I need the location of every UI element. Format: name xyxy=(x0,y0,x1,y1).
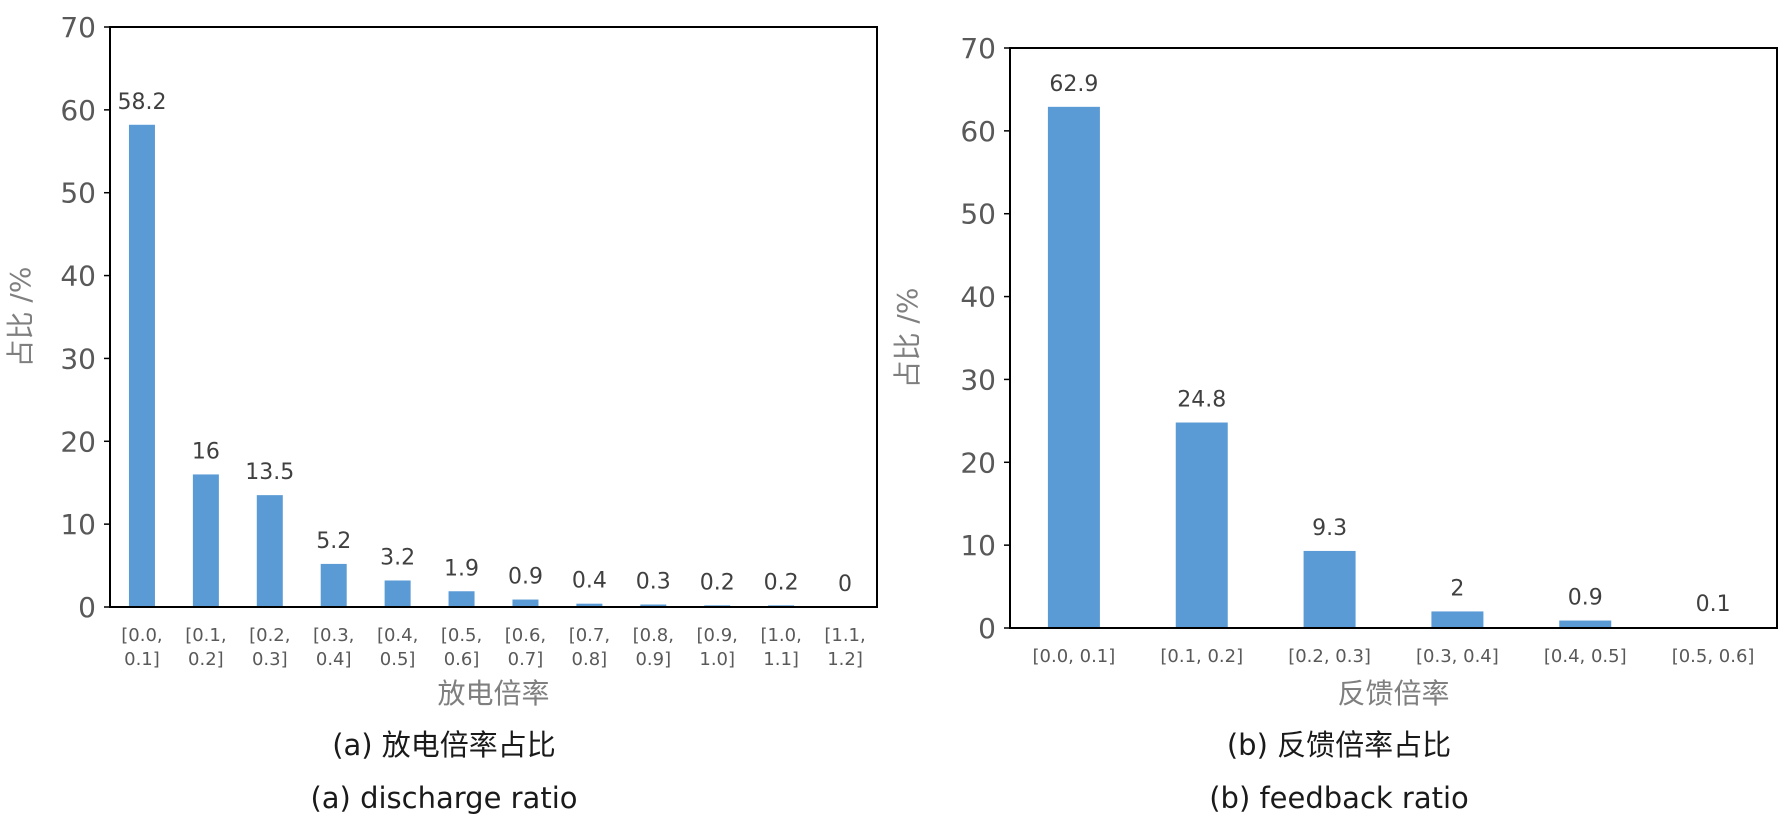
x-tick-label: [0.3, 0.4] xyxy=(1416,646,1499,667)
y-tick-label: 40 xyxy=(60,260,96,293)
x-tick-label: [0.3, 0.4] xyxy=(313,625,354,670)
data-label: 0.9 xyxy=(1568,586,1603,611)
caption-chinese: (a) 放电倍率占比 xyxy=(332,728,556,762)
y-tick-label: 30 xyxy=(960,363,996,396)
x-tick-label: [0.1, 0.2] xyxy=(1160,646,1243,667)
x-tick-label: [0.0, 0.1] xyxy=(1033,646,1116,667)
x-tick-label: [0.5, 0.6] xyxy=(441,625,482,670)
y-tick-label: 0 xyxy=(978,612,996,645)
bar xyxy=(512,599,539,607)
data-label: 3.2 xyxy=(380,545,415,570)
bar xyxy=(1303,550,1356,628)
data-label: 2 xyxy=(1450,576,1464,601)
caption-english: (a) discharge ratio xyxy=(310,781,577,815)
data-label: 0 xyxy=(838,572,852,597)
x-tick-label: [0.9, 1.0] xyxy=(697,625,738,670)
x-tick-label: [0.1, 0.2] xyxy=(185,625,226,670)
data-label: 58.2 xyxy=(117,90,166,115)
bar xyxy=(256,495,283,607)
y-tick-label: 20 xyxy=(60,425,96,458)
plot-frame xyxy=(1009,47,1778,629)
caption-english: (b) feedback ratio xyxy=(1209,781,1469,815)
y-tick-label: 0 xyxy=(78,591,96,624)
data-label: 0.2 xyxy=(700,570,735,595)
y-tick-label: 50 xyxy=(60,177,96,210)
bar xyxy=(384,580,411,607)
bar xyxy=(1047,106,1100,629)
y-tick-label: 10 xyxy=(960,529,996,562)
x-tick-label: [0.2, 0.3] xyxy=(249,625,290,670)
x-tick-label: [0.4, 0.5] xyxy=(1544,646,1627,667)
x-tick-label: [0.2, 0.3] xyxy=(1288,646,1371,667)
y-tick-label: 60 xyxy=(60,94,96,127)
data-label: 5.2 xyxy=(316,529,351,554)
bar xyxy=(128,124,155,608)
data-label: 24.8 xyxy=(1177,388,1226,413)
y-tick-label: 20 xyxy=(960,446,996,479)
y-tick-label: 10 xyxy=(60,508,96,541)
data-label: 62.9 xyxy=(1049,72,1098,97)
data-label: 9.3 xyxy=(1312,516,1347,541)
y-tick-label: 60 xyxy=(960,115,996,148)
x-tick-label: [0.5, 0.6] xyxy=(1672,646,1755,667)
x-axis-title: 反馈倍率 xyxy=(1337,677,1449,710)
chart-feedback-ratio: 0 10 20 30 40 50 60 70 62.9 [0.0, 0.1] 24.8 [0.1, 0… xyxy=(891,32,1778,815)
y-axis-title: 占比 /% xyxy=(891,288,924,389)
x-tick-label: [0.8, 0.9] xyxy=(633,625,674,670)
data-label: 0.1 xyxy=(1696,592,1731,617)
x-tick-label: [1.0, 1.1] xyxy=(760,625,801,670)
bar xyxy=(576,603,603,607)
y-tick-label: 70 xyxy=(960,32,996,65)
caption-chinese: (b) 反馈倍率占比 xyxy=(1227,728,1451,762)
bar xyxy=(1431,611,1484,628)
chart-discharge-ratio: 0 10 20 30 40 50 60 70 58.2 [0.0, 0.1] 16 [0.1, 0.2] 1… xyxy=(4,11,878,815)
data-label: 1.9 xyxy=(444,556,479,581)
plot-frame xyxy=(109,26,878,608)
bar xyxy=(448,591,475,607)
x-tick-label: [0.7, 0.8] xyxy=(569,625,610,670)
data-label: 0.4 xyxy=(572,569,607,594)
x-tick-label: [0.4, 0.5] xyxy=(377,625,418,670)
y-axis-title: 占比 /% xyxy=(4,267,37,368)
data-label: 0.9 xyxy=(508,565,543,590)
x-tick-label: [1.1, 1.2] xyxy=(824,625,865,670)
data-label: 0.2 xyxy=(764,570,799,595)
data-label: 13.5 xyxy=(245,460,294,485)
bar xyxy=(1175,422,1228,628)
x-tick-label: [0.0, 0.1] xyxy=(121,625,162,670)
bar xyxy=(640,604,667,607)
x-axis-title: 放电倍率 xyxy=(437,677,549,710)
bar xyxy=(1559,620,1612,628)
y-tick-label: 70 xyxy=(60,11,96,44)
bar xyxy=(192,474,219,607)
y-tick-label: 40 xyxy=(960,281,996,314)
data-label: 0.3 xyxy=(636,570,671,595)
x-tick-label: [0.6, 0.7] xyxy=(505,625,546,670)
y-tick-label: 30 xyxy=(60,342,96,375)
y-tick-label: 50 xyxy=(960,198,996,231)
bar xyxy=(320,563,347,607)
data-label: 16 xyxy=(192,439,220,464)
